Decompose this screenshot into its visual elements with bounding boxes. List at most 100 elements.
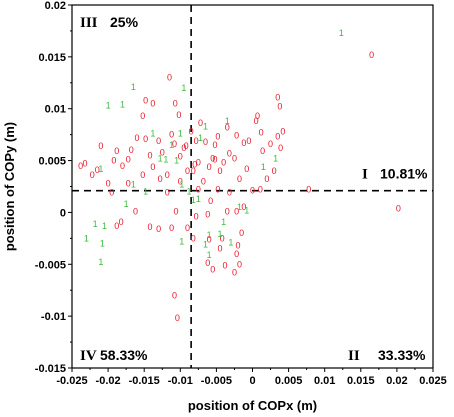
data-point-0: 0 [119,217,124,227]
data-point-1: 1 [203,240,208,250]
data-point-0: 0 [158,174,163,184]
data-point-0: 0 [244,164,249,174]
data-point-0: 0 [212,140,217,150]
data-point-0: 0 [215,132,220,142]
data-point-0: 0 [82,159,87,169]
data-point-0: 0 [227,148,232,158]
data-point-1: 1 [181,83,186,93]
x-tick-label: 0.01 [314,375,335,387]
y-tick-label: 0.005 [38,156,66,168]
data-point-1: 1 [158,153,163,163]
data-point-0: 0 [178,151,183,161]
data-point-1: 1 [207,250,212,260]
data-point-0: 0 [150,99,155,109]
data-point-1: 1 [124,199,129,209]
x-tick-label: 0 [249,375,255,387]
data-point-0: 0 [241,202,246,212]
quadrant-numeral: IV [80,348,97,364]
data-point-0: 0 [246,136,251,146]
data-point-1: 1 [218,229,223,239]
y-tick-label: 0 [60,207,66,219]
y-axis: -0.015 -0.01 -0.005 0 0.005 0.01 0.015 0.02 [35,0,72,375]
data-point-0: 0 [169,223,174,233]
data-point-1: 1 [196,194,201,204]
quadrant-percent: 25% [110,14,139,30]
data-point-1: 1 [339,28,344,38]
data-point-0: 0 [126,178,131,188]
data-point-0: 0 [191,233,196,243]
data-point-1: 1 [179,179,184,189]
data-point-0: 0 [268,139,273,149]
data-point-0: 0 [280,127,285,137]
data-point-1: 1 [179,236,184,246]
data-point-0: 0 [109,188,114,198]
data-point-0: 0 [306,185,311,195]
data-point-0: 0 [369,50,374,60]
data-point-0: 0 [147,150,152,160]
data-point-0: 0 [212,155,217,165]
data-point-0: 0 [225,122,230,132]
data-point-0: 0 [184,141,189,151]
data-point-0: 0 [194,136,199,146]
data-point-0: 0 [237,174,242,184]
data-point-0: 0 [223,260,228,270]
data-point-0: 0 [207,234,212,244]
data-point-0: 0 [272,166,277,176]
data-point-0: 0 [221,158,226,168]
data-point-0: 0 [178,176,183,186]
data-point-1: 1 [150,129,155,139]
data-point-0: 0 [147,222,152,232]
x-tick-label: 0.005 [275,375,303,387]
data-point-0: 0 [255,111,260,121]
data-point-0: 0 [156,224,161,234]
data-point-0: 0 [106,178,111,188]
data-point-0: 0 [254,116,259,126]
data-point-0: 0 [126,155,131,165]
data-point-0: 0 [225,206,230,216]
quadrant-numeral: II [348,348,360,364]
data-point-1: 1 [163,155,168,165]
data-point-0: 0 [201,176,206,186]
data-point-0: 0 [236,241,241,251]
data-point-0: 0 [133,206,138,216]
data-point-0: 0 [169,130,174,140]
data-point-0: 0 [167,73,172,83]
data-point-0: 0 [160,147,165,157]
data-point-0: 0 [277,102,282,112]
data-point-0: 0 [278,143,283,153]
data-point-0: 0 [95,165,100,175]
data-point-0: 0 [396,203,401,213]
quadrant-percent: 10.81% [380,166,428,182]
data-point-1: 1 [178,129,183,139]
x-tick-label: 0.025 [419,375,447,387]
data-point-1: 1 [237,202,242,212]
data-point-1: 1 [203,121,208,131]
data-point-0: 0 [129,145,134,155]
data-point-0: 0 [234,131,239,141]
data-point-1: 1 [221,217,226,227]
data-point-1: 1 [84,233,89,243]
data-point-1: 1 [98,257,103,267]
data-point-0: 0 [111,156,116,166]
data-point-0: 0 [143,95,148,105]
data-point-0: 0 [90,170,95,180]
y-tick-label: 0.015 [38,52,66,64]
data-point-0: 0 [78,161,83,171]
quadrant-percent: 58.33% [100,347,148,363]
data-point-0: 0 [205,258,210,268]
data-point-0: 0 [227,188,232,198]
data-point-0: 0 [241,138,246,148]
data-point-1: 1 [100,239,105,249]
data-point-1: 1 [207,230,212,240]
data-point-1: 1 [169,140,174,150]
x-tick-label: -0.01 [168,375,193,387]
x-tick-label: 0.02 [386,375,407,387]
data-point-0: 0 [140,111,145,121]
y-tick-label: -0.015 [35,363,66,375]
data-point-0: 0 [150,162,155,172]
data-point-0: 0 [259,128,264,138]
data-points: 0000000000000000000000000000000000000000… [78,28,401,323]
data-point-0: 0 [134,133,139,143]
data-point-0: 0 [176,110,181,120]
data-point-1: 1 [191,195,196,205]
